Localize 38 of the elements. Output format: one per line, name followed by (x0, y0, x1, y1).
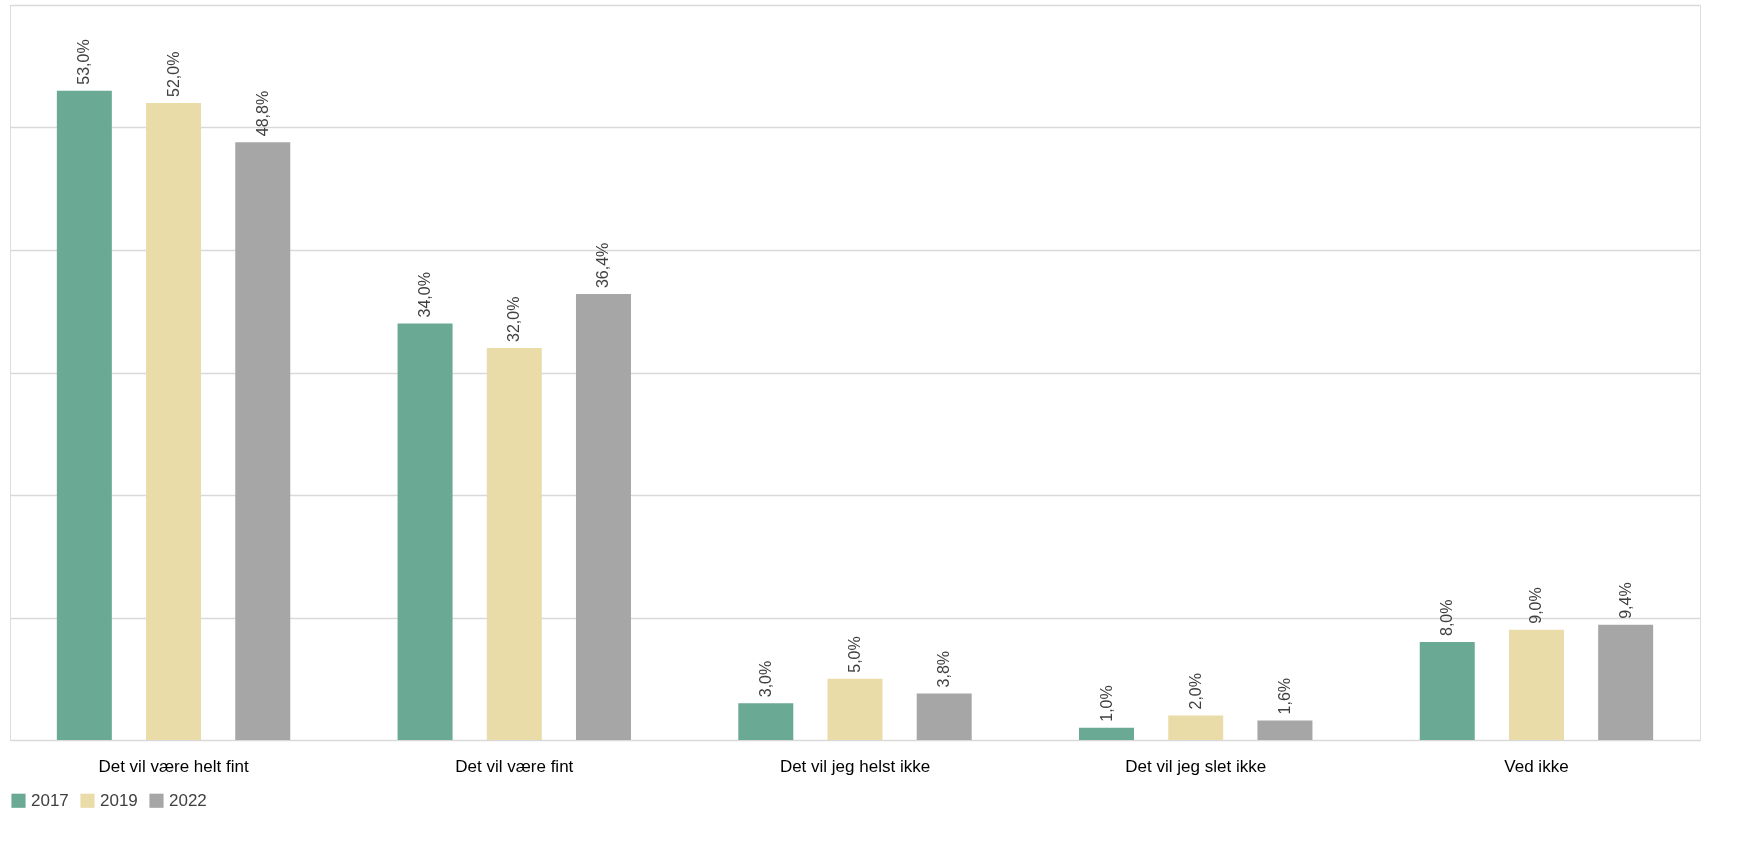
data-label: 2,0% (1186, 673, 1204, 710)
bar (1598, 624, 1654, 740)
bar (56, 90, 112, 740)
bar (1168, 715, 1224, 740)
data-label: 5,0% (846, 636, 863, 673)
x-tick-label: Det vil være fint (455, 756, 574, 776)
data-label: 9,0% (1527, 587, 1545, 624)
data-label: 36,4% (594, 242, 612, 289)
data-label: 8,0% (1438, 599, 1456, 636)
legend-label: 2019 (100, 790, 138, 810)
data-label: 52,0% (164, 51, 182, 97)
data-label: 32,0% (505, 296, 523, 342)
data-label: 48,8% (253, 90, 271, 137)
bar (827, 678, 883, 740)
data-label: 3,8% (935, 650, 953, 688)
data-label: 1,6% (1275, 677, 1293, 715)
bar (916, 693, 972, 740)
bar (235, 142, 291, 740)
data-label: 53,0% (75, 39, 93, 85)
x-tick-label: Ved ikke (1504, 756, 1569, 776)
bar (1508, 629, 1564, 740)
x-tick-label: Det vil jeg helst ikke (779, 756, 931, 776)
bar (1419, 642, 1475, 740)
x-tick-label: Det vil være helt fint (98, 756, 249, 776)
bar (575, 294, 631, 740)
bar (397, 323, 453, 740)
bar (1257, 720, 1313, 740)
legend-label: 2017 (31, 790, 69, 810)
data-label: 34,0% (416, 272, 434, 318)
bar (146, 103, 202, 740)
x-tick-label: Det vil jeg slet ikke (1125, 756, 1267, 776)
bar (738, 703, 794, 740)
data-label: 3,0% (756, 660, 774, 698)
data-label: 1,0% (1097, 685, 1115, 722)
bar (486, 348, 542, 740)
bar (1079, 727, 1135, 740)
legend-label: 2022 (169, 790, 207, 810)
data-label: 9,4% (1616, 582, 1634, 619)
